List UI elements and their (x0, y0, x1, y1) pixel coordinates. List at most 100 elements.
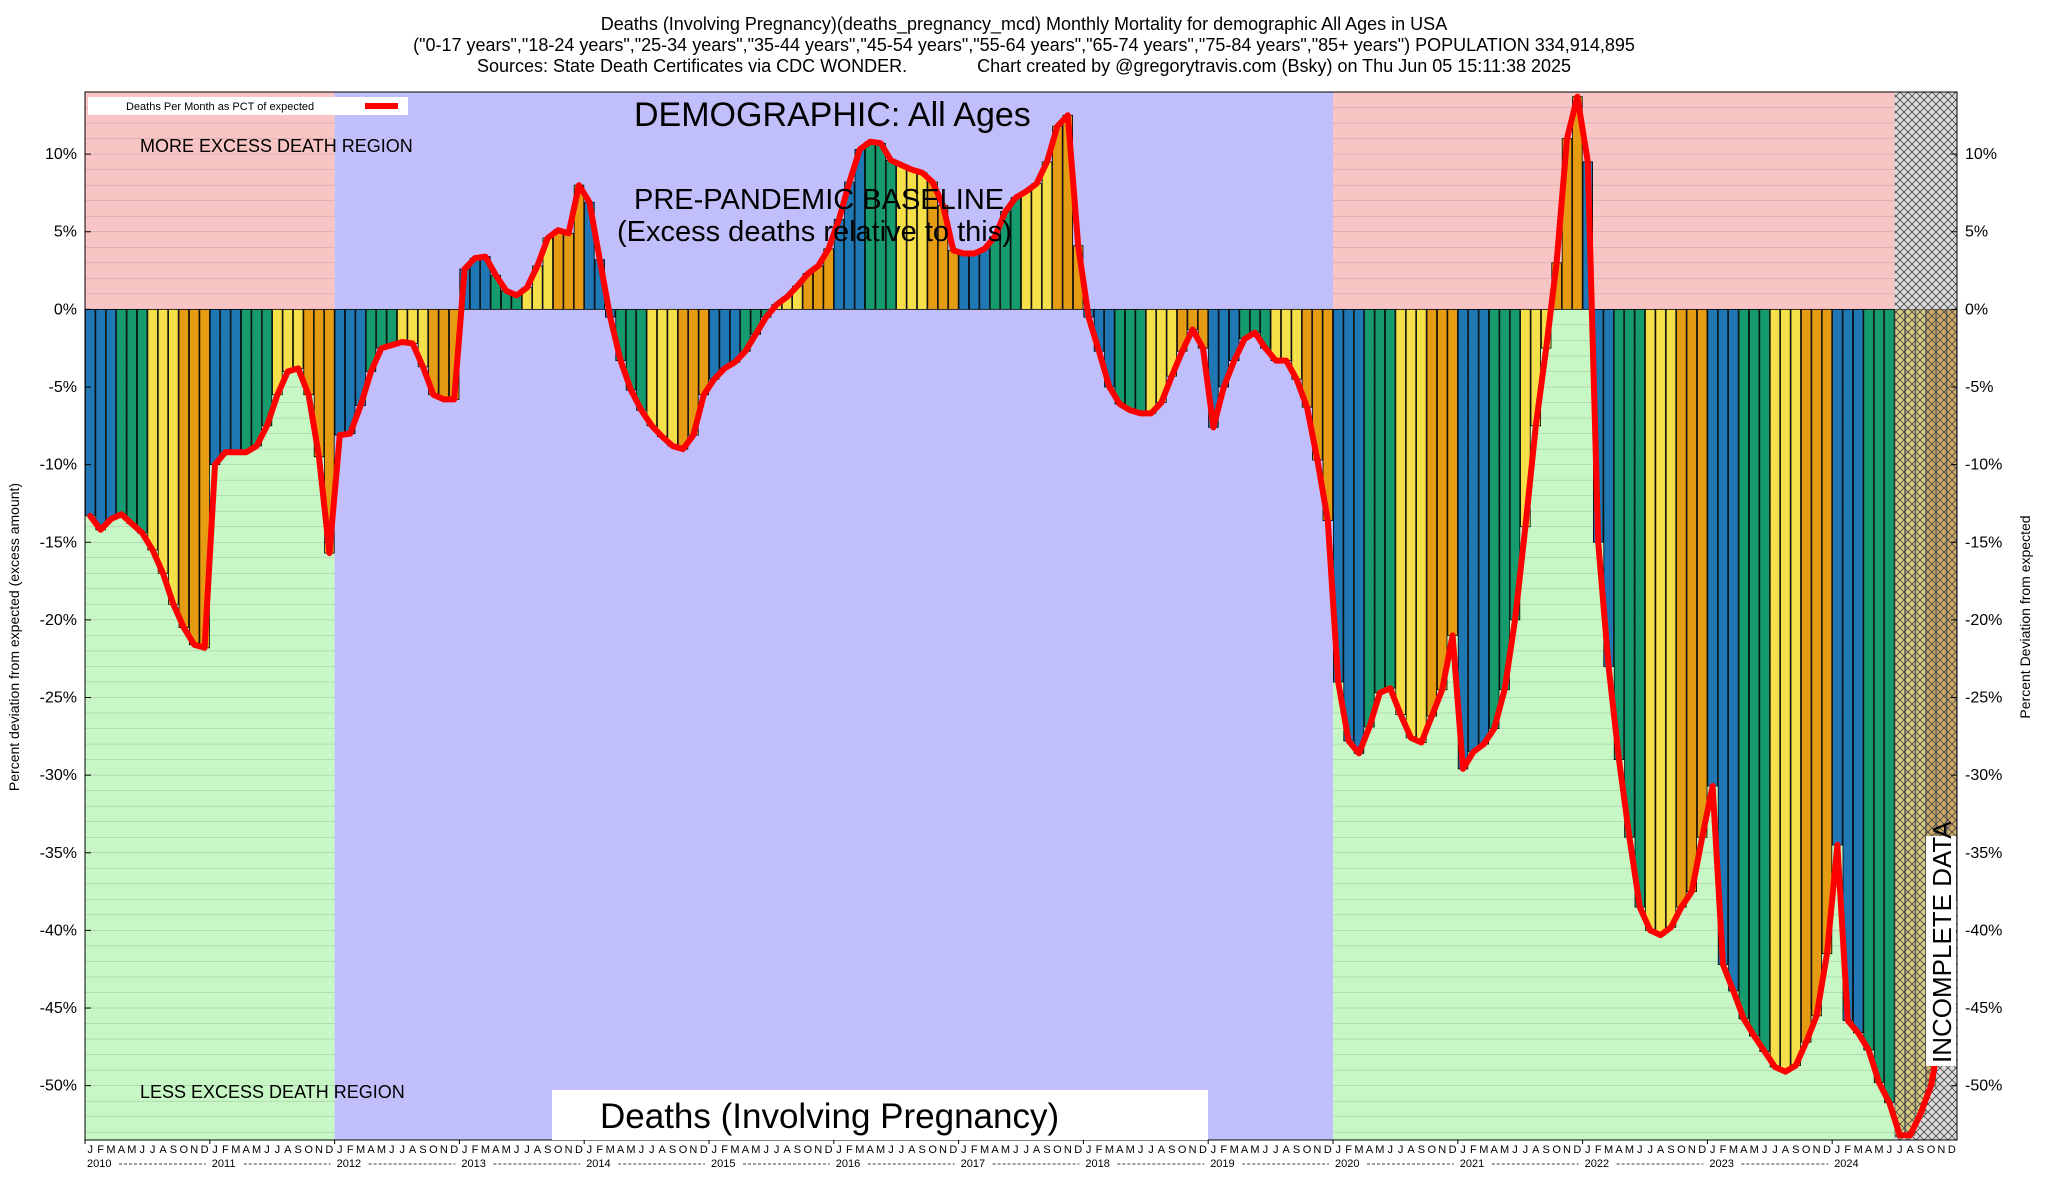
y-tick-label-right-3: -5% (1965, 379, 1993, 396)
x-month-label-176: S (1917, 1144, 1924, 1156)
legend-label: Deaths Per Month as PCT of expected (126, 101, 314, 113)
x-month-label-86: M (980, 1144, 989, 1156)
x-month-label-83: D (949, 1144, 957, 1156)
x-month-label-87: A (991, 1144, 999, 1156)
red-series-line (87, 93, 1955, 1139)
bar-62 (729, 308, 741, 363)
bar-5 (136, 308, 148, 534)
x-month-label-165: O (1802, 1144, 1811, 1156)
x-month-label-31: A (409, 1144, 417, 1156)
x-month-label-111: A (1241, 1144, 1249, 1156)
bar-93 (1052, 125, 1063, 310)
y-tick-label-right-0: 10% (1965, 146, 1997, 163)
x-month-label-108: J (1211, 1144, 1217, 1156)
x-month-label-100: M (1126, 1144, 1135, 1156)
y-tick-label-right-2: 0% (1965, 301, 1988, 318)
y-tick-label-right-8: -30% (1965, 767, 2002, 784)
bar-3 (116, 308, 127, 515)
bar-25 (344, 308, 356, 434)
bar-172 (1873, 308, 1885, 1083)
x-month-label-49: F (596, 1144, 603, 1156)
x-month-label-24: J (337, 1144, 343, 1156)
x-month-label-25: F (347, 1144, 354, 1156)
bar-131 (1447, 308, 1458, 636)
x-month-label-113: J (1263, 1144, 1269, 1156)
bar-125 (1385, 308, 1396, 689)
bar-122 (1353, 308, 1365, 754)
y-tick-label-right-12: -50% (1965, 1078, 2002, 1095)
x-month-label-158: M (1729, 1144, 1738, 1156)
bar-127 (1405, 308, 1417, 739)
bar-156 (1707, 308, 1718, 787)
y-tick-label-right-6: -20% (1965, 612, 2002, 629)
x-month-label-26: M (356, 1144, 365, 1156)
x-month-label-151: A (1657, 1144, 1665, 1156)
bar-85 (969, 253, 980, 310)
x-month-label-15: A (243, 1144, 251, 1156)
x-month-label-107: D (1199, 1144, 1207, 1156)
bar-133 (1468, 308, 1479, 753)
x-month-label-175: A (1907, 1144, 1915, 1156)
x-year-label-0: 2010 (87, 1158, 111, 1170)
x-month-label-18: J (275, 1144, 281, 1156)
y-tick-label-left-11: -45% (40, 1000, 77, 1017)
title-box (552, 1090, 1208, 1140)
x-month-label-138: J (1523, 1144, 1529, 1156)
x-month-label-172: M (1874, 1144, 1883, 1156)
x-month-label-143: D (1573, 1144, 1581, 1156)
x-month-label-103: A (1158, 1144, 1166, 1156)
x-year-label-7: 2017 (961, 1158, 985, 1170)
x-month-label-132: J (1460, 1144, 1466, 1156)
x-month-label-4: M (127, 1144, 136, 1156)
x-month-label-149: J (1637, 1144, 1643, 1156)
y-tick-label-left-2: 0% (54, 301, 77, 318)
x-month-label-174: J (1897, 1144, 1903, 1156)
x-month-label-152: S (1667, 1144, 1674, 1156)
y-tick-label-left-1: 5% (54, 224, 77, 241)
x-month-label-6: J (150, 1144, 156, 1156)
x-month-label-147: A (1615, 1144, 1623, 1156)
y-tick-label-left-3: -5% (49, 379, 77, 396)
x-year-label-3: 2013 (461, 1158, 485, 1170)
x-month-label-162: J (1772, 1144, 1778, 1156)
x-month-label-104: S (1168, 1144, 1175, 1156)
x-month-label-36: J (462, 1144, 468, 1156)
y-tick-label-right-4: -10% (1965, 457, 2002, 474)
x-month-label-29: J (389, 1144, 395, 1156)
bar-83 (948, 249, 959, 310)
x-month-label-177: O (1927, 1144, 1936, 1156)
x-month-label-37: F (472, 1144, 479, 1156)
x-month-label-155: D (1698, 1144, 1706, 1156)
bar-60 (709, 308, 720, 380)
bar-155 (1697, 308, 1708, 838)
y-tick-label-right-10: -40% (1965, 922, 2002, 939)
bar-28 (376, 308, 387, 349)
x-month-label-135: A (1491, 1144, 1499, 1156)
x-month-label-73: F (846, 1144, 853, 1156)
bar-31 (407, 308, 418, 344)
x-month-label-148: M (1625, 1144, 1634, 1156)
bar-161 (1759, 308, 1770, 1052)
bar-61 (719, 308, 730, 369)
x-month-label-124: M (1375, 1144, 1384, 1156)
bar-102 (1145, 308, 1157, 414)
y-tick-label-left-0: 10% (45, 146, 77, 163)
bar-56 (667, 308, 678, 447)
x-month-label-94: N (1064, 1144, 1072, 1156)
x-month-label-65: J (763, 1144, 769, 1156)
bar-12 (209, 308, 221, 466)
x-month-label-102: J (1148, 1144, 1154, 1156)
bar-101 (1135, 308, 1146, 414)
bar-89 (1010, 197, 1022, 310)
x-month-label-19: A (284, 1144, 292, 1156)
x-month-label-171: A (1865, 1144, 1873, 1156)
x-month-label-97: F (1096, 1144, 1103, 1156)
chart-title: Deaths (Involving Pregnancy) (600, 1097, 1059, 1136)
x-month-label-0: J (87, 1144, 93, 1156)
x-month-label-125: J (1387, 1144, 1393, 1156)
bar-14 (230, 308, 242, 453)
x-year-label-6: 2016 (836, 1158, 860, 1170)
bar-6 (147, 308, 158, 551)
bar-173 (1884, 308, 1895, 1104)
